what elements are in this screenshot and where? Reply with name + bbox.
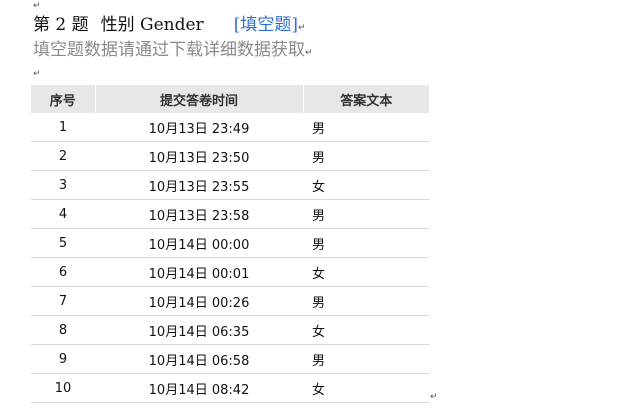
row-submit-time: 10月13日 23:49 bbox=[95, 113, 303, 142]
row-answer: 女 bbox=[303, 315, 429, 345]
row-submit-time: 10月13日 23:50 bbox=[95, 141, 303, 171]
row-submit-time: 10月13日 23:55 bbox=[95, 170, 303, 200]
row-answer: 女 bbox=[303, 373, 429, 403]
row-submit-time: 10月14日 00:26 bbox=[95, 286, 303, 316]
row-index: 2 bbox=[31, 141, 95, 171]
row-index: 6 bbox=[31, 257, 95, 287]
table-row: 8 10月14日 06:35 女 bbox=[31, 315, 429, 345]
row-index: 5 bbox=[31, 228, 95, 258]
question-number: 第 2 题 bbox=[33, 15, 89, 35]
row-answer: 女 bbox=[303, 257, 429, 287]
table-row: 10 10月14日 08:42 女 bbox=[31, 373, 429, 403]
paragraph-mark-heading: ↵ bbox=[297, 23, 306, 33]
question-heading: 第 2 题性别 Gender [填空题]↵ bbox=[33, 14, 306, 36]
question-type-tag[interactable]: [填空题] bbox=[233, 15, 298, 35]
table-row: 5 10月14日 00:00 男 bbox=[31, 228, 429, 258]
row-answer: 男 bbox=[303, 286, 429, 316]
table-row: 7 10月14日 00:26 男 bbox=[31, 286, 429, 316]
table-row: 1 10月13日 23:49 男 bbox=[31, 113, 429, 142]
row-submit-time: 10月14日 00:00 bbox=[95, 228, 303, 258]
table-header-row: 序号 提交答卷时间 答案文本 bbox=[31, 85, 429, 113]
row-index: 4 bbox=[31, 199, 95, 229]
table-row: 2 10月13日 23:50 男 bbox=[31, 141, 429, 171]
paragraph-mark-note: ↵ bbox=[305, 48, 313, 58]
table-row: 6 10月14日 00:01 女 bbox=[31, 257, 429, 287]
header-answer-text: 答案文本 bbox=[303, 85, 429, 113]
row-index: 9 bbox=[31, 344, 95, 374]
row-submit-time: 10月14日 06:35 bbox=[95, 315, 303, 345]
paragraph-mark-top: ↵ bbox=[33, 1, 41, 11]
download-note-text: 填空题数据请通过下载详细数据获取 bbox=[33, 40, 305, 60]
row-index: 3 bbox=[31, 170, 95, 200]
answers-table: 序号 提交答卷时间 答案文本 1 10月13日 23:49 男 2 10月13日… bbox=[31, 85, 429, 403]
row-index: 1 bbox=[31, 113, 95, 142]
table-row: 4 10月13日 23:58 男 bbox=[31, 199, 429, 229]
row-answer: 男 bbox=[303, 113, 429, 142]
row-answer: 男 bbox=[303, 199, 429, 229]
header-index: 序号 bbox=[31, 85, 96, 113]
table-row: 3 10月13日 23:55 女 bbox=[31, 170, 429, 200]
row-index: 10 bbox=[31, 373, 95, 403]
row-submit-time: 10月14日 00:01 bbox=[95, 257, 303, 287]
row-submit-time: 10月14日 08:42 bbox=[95, 373, 303, 403]
row-answer: 女 bbox=[303, 170, 429, 200]
row-index: 7 bbox=[31, 286, 95, 316]
row-submit-time: 10月13日 23:58 bbox=[95, 199, 303, 229]
row-index: 8 bbox=[31, 315, 95, 345]
row-answer: 男 bbox=[303, 344, 429, 374]
question-title: 性别 Gender bbox=[100, 15, 204, 35]
row-answer: 男 bbox=[303, 141, 429, 171]
download-note: 填空题数据请通过下载详细数据获取↵ bbox=[33, 39, 313, 61]
paragraph-mark-blank: ↵ bbox=[33, 69, 41, 79]
table-row: 9 10月14日 06:58 男 bbox=[31, 344, 429, 374]
header-submit-time: 提交答卷时间 bbox=[95, 85, 304, 113]
paragraph-mark-end: ↵ bbox=[430, 392, 438, 402]
row-answer: 男 bbox=[303, 228, 429, 258]
row-submit-time: 10月14日 06:58 bbox=[95, 344, 303, 374]
